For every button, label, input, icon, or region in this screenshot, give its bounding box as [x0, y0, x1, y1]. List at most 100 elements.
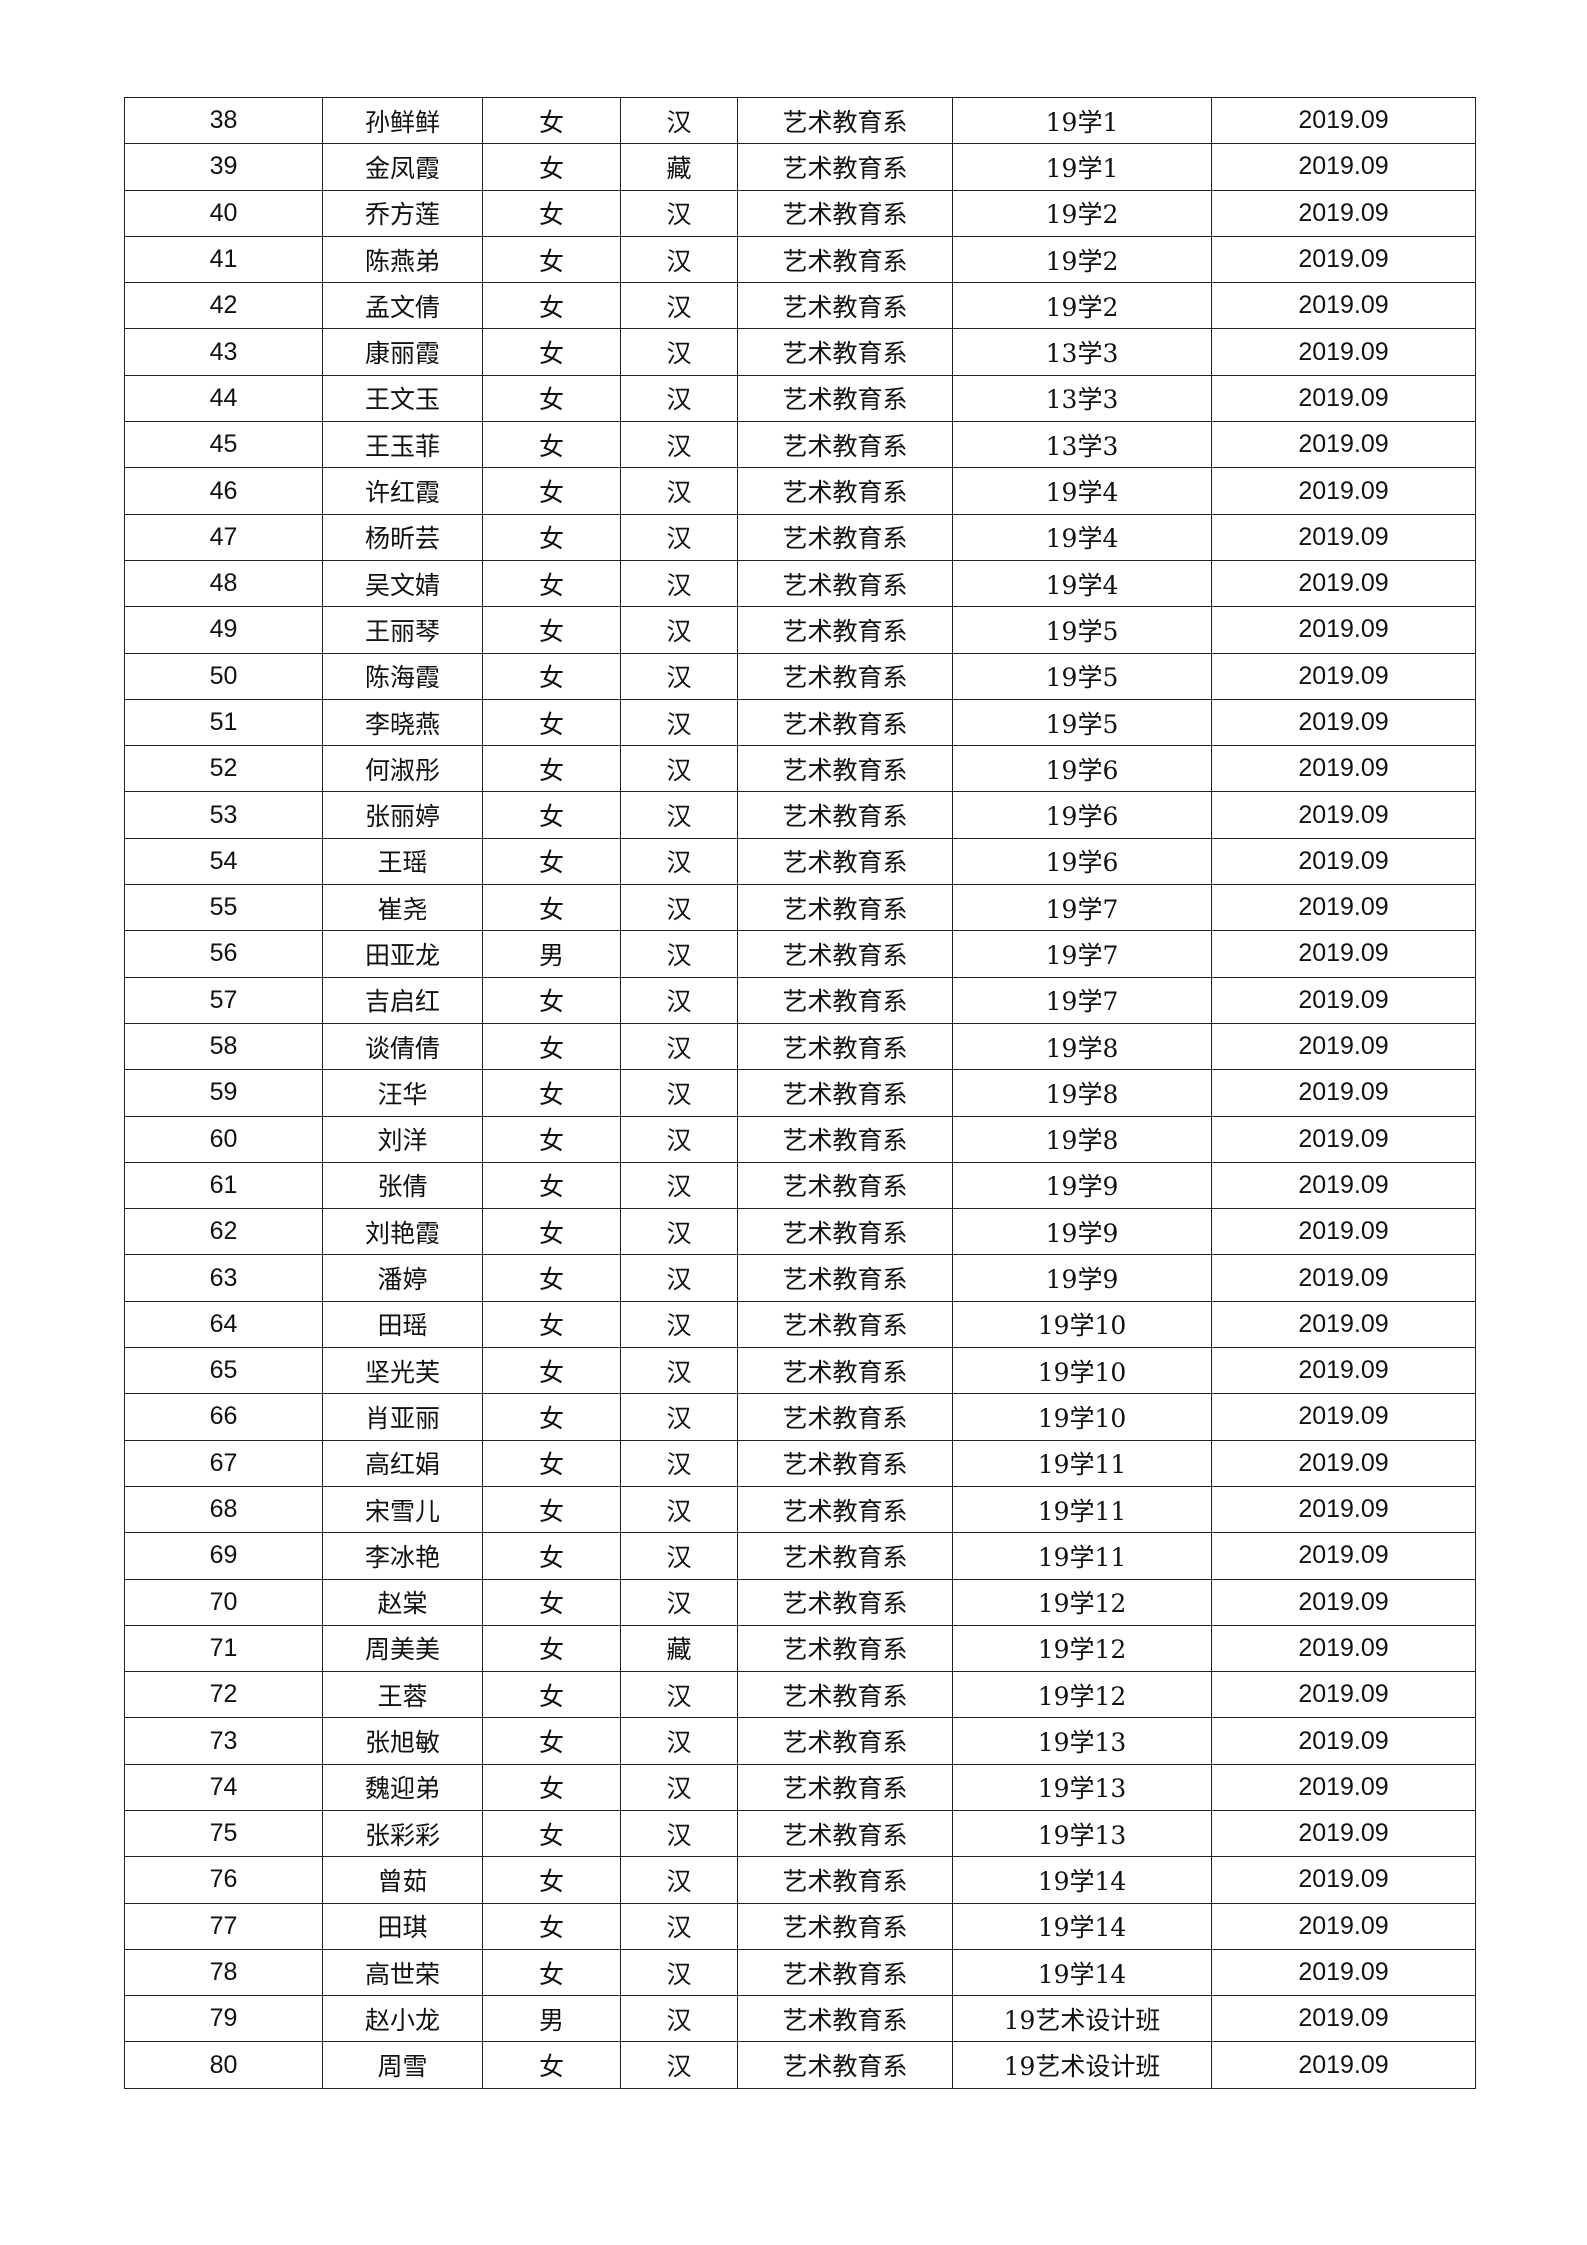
class-cell: 19学4: [952, 513, 1212, 561]
gender-cell: 女: [482, 1439, 621, 1487]
table-row: 50 陈海霞女汉艺术教育系 19学5 2019.09: [124, 652, 1476, 700]
gender-cell: 女: [482, 884, 621, 932]
row-number-cell: 60: [124, 1115, 323, 1163]
table-row: 68 宋雪儿女汉艺术教育系 19学11 2019.09: [124, 1485, 1476, 1534]
row-number-cell: 38: [124, 96, 323, 145]
class-cell: 19学1: [952, 143, 1212, 191]
table-row: 77 田琪女汉艺术教育系 19学14 2019.09: [124, 1902, 1476, 1950]
table-row: 71 周美美女藏艺术教育系 19学12 2019.09: [124, 1624, 1476, 1673]
student-name-cell: 赵棠: [322, 1578, 483, 1626]
department-cell: 艺术教育系: [737, 606, 953, 654]
ethnicity-cell: 汉: [620, 1485, 738, 1534]
department-cell: 艺术教育系: [737, 421, 953, 469]
enrollment-date-cell: 2019.09: [1211, 698, 1476, 747]
department-cell: 艺术教育系: [737, 1439, 953, 1487]
ethnicity-cell: 汉: [620, 1671, 738, 1719]
enrollment-date-cell: 2019.09: [1211, 652, 1476, 700]
ethnicity-cell: 汉: [620, 421, 738, 469]
row-number-cell: 69: [124, 1532, 323, 1580]
table-row: 79 赵小龙男汉艺术教育系 19艺术设计班 2019.09: [124, 1995, 1476, 2043]
ethnicity-cell: 汉: [620, 1115, 738, 1163]
gender-cell: 男: [482, 1995, 621, 2043]
class-cell: 19学9: [952, 1208, 1212, 1256]
table-row: 55 崔尧女汉艺术教育系 19学7 2019.09: [124, 884, 1476, 932]
ethnicity-cell: 汉: [620, 189, 738, 237]
ethnicity-cell: 汉: [620, 513, 738, 561]
department-cell: 艺术教育系: [737, 235, 953, 284]
gender-cell: 女: [482, 96, 621, 145]
department-cell: 艺术教育系: [737, 745, 953, 793]
class-cell: 19学13: [952, 1717, 1212, 1765]
student-name-cell: 李晓燕: [322, 698, 483, 747]
row-number-cell: 41: [124, 235, 323, 284]
table-row: 43 康丽霞女汉艺术教育系 13学3 2019.09: [124, 328, 1476, 376]
student-name-cell: 赵小龙: [322, 1995, 483, 2043]
row-number-cell: 67: [124, 1439, 323, 1487]
enrollment-date-cell: 2019.09: [1211, 1763, 1476, 1811]
ethnicity-cell: 汉: [620, 837, 738, 886]
department-cell: 艺术教育系: [737, 1532, 953, 1580]
table-row: 42 孟文倩女汉艺术教育系 19学2 2019.09: [124, 282, 1476, 330]
ethnicity-cell: 汉: [620, 1393, 738, 1441]
enrollment-date-cell: 2019.09: [1211, 1809, 1476, 1858]
enrollment-date-cell: 2019.09: [1211, 1532, 1476, 1580]
table-row: 45 王玉菲女汉艺术教育系 13学3 2019.09: [124, 421, 1476, 469]
enrollment-date-cell: 2019.09: [1211, 1902, 1476, 1950]
class-cell: 19学4: [952, 559, 1212, 608]
row-number-cell: 77: [124, 1902, 323, 1950]
class-cell: 19学8: [952, 1069, 1212, 1117]
student-name-cell: 王丽琴: [322, 606, 483, 654]
ethnicity-cell: 汉: [620, 374, 738, 423]
row-number-cell: 46: [124, 467, 323, 515]
enrollment-date-cell: 2019.09: [1211, 1069, 1476, 1117]
class-cell: 19学14: [952, 1856, 1212, 1904]
class-cell: 19学1: [952, 96, 1212, 145]
ethnicity-cell: 汉: [620, 930, 738, 978]
ethnicity-cell: 汉: [620, 1254, 738, 1302]
enrollment-date-cell: 2019.09: [1211, 606, 1476, 654]
class-cell: 19学10: [952, 1300, 1212, 1349]
row-number-cell: 48: [124, 559, 323, 608]
student-name-cell: 何淑彤: [322, 745, 483, 793]
gender-cell: 女: [482, 1902, 621, 1950]
class-cell: 19学8: [952, 1115, 1212, 1163]
gender-cell: 女: [482, 235, 621, 284]
table-row: 47 杨昕芸女汉艺术教育系 19学4 2019.09: [124, 513, 1476, 561]
class-cell: 19学2: [952, 235, 1212, 284]
gender-cell: 女: [482, 1532, 621, 1580]
student-name-cell: 高红娟: [322, 1439, 483, 1487]
student-name-cell: 刘艳霞: [322, 1208, 483, 1256]
row-number-cell: 55: [124, 884, 323, 932]
row-number-cell: 45: [124, 421, 323, 469]
enrollment-date-cell: 2019.09: [1211, 189, 1476, 237]
gender-cell: 女: [482, 1624, 621, 1673]
row-number-cell: 61: [124, 1161, 323, 1210]
enrollment-date-cell: 2019.09: [1211, 421, 1476, 469]
student-name-cell: 潘婷: [322, 1254, 483, 1302]
student-name-cell: 孙鲜鲜: [322, 96, 483, 145]
department-cell: 艺术教育系: [737, 1763, 953, 1811]
ethnicity-cell: 汉: [620, 1161, 738, 1210]
department-cell: 艺术教育系: [737, 976, 953, 1024]
ethnicity-cell: 汉: [620, 467, 738, 515]
class-cell: 19学5: [952, 698, 1212, 747]
student-name-cell: 张倩: [322, 1161, 483, 1210]
department-cell: 艺术教育系: [737, 1624, 953, 1673]
enrollment-date-cell: 2019.09: [1211, 1671, 1476, 1719]
class-cell: 19学12: [952, 1671, 1212, 1719]
gender-cell: 女: [482, 421, 621, 469]
gender-cell: 女: [482, 1161, 621, 1210]
enrollment-date-cell: 2019.09: [1211, 1347, 1476, 1395]
class-cell: 19学10: [952, 1347, 1212, 1395]
student-name-cell: 杨昕芸: [322, 513, 483, 561]
enrollment-date-cell: 2019.09: [1211, 1300, 1476, 1349]
department-cell: 艺术教育系: [737, 652, 953, 700]
enrollment-date-cell: 2019.09: [1211, 1717, 1476, 1765]
department-cell: 艺术教育系: [737, 374, 953, 423]
class-cell: 19学10: [952, 1393, 1212, 1441]
student-name-cell: 王瑶: [322, 837, 483, 886]
gender-cell: 女: [482, 1347, 621, 1395]
class-cell: 19学5: [952, 652, 1212, 700]
table-row: 44 王文玉女汉艺术教育系 13学3 2019.09: [124, 374, 1476, 423]
gender-cell: 女: [482, 1948, 621, 1997]
